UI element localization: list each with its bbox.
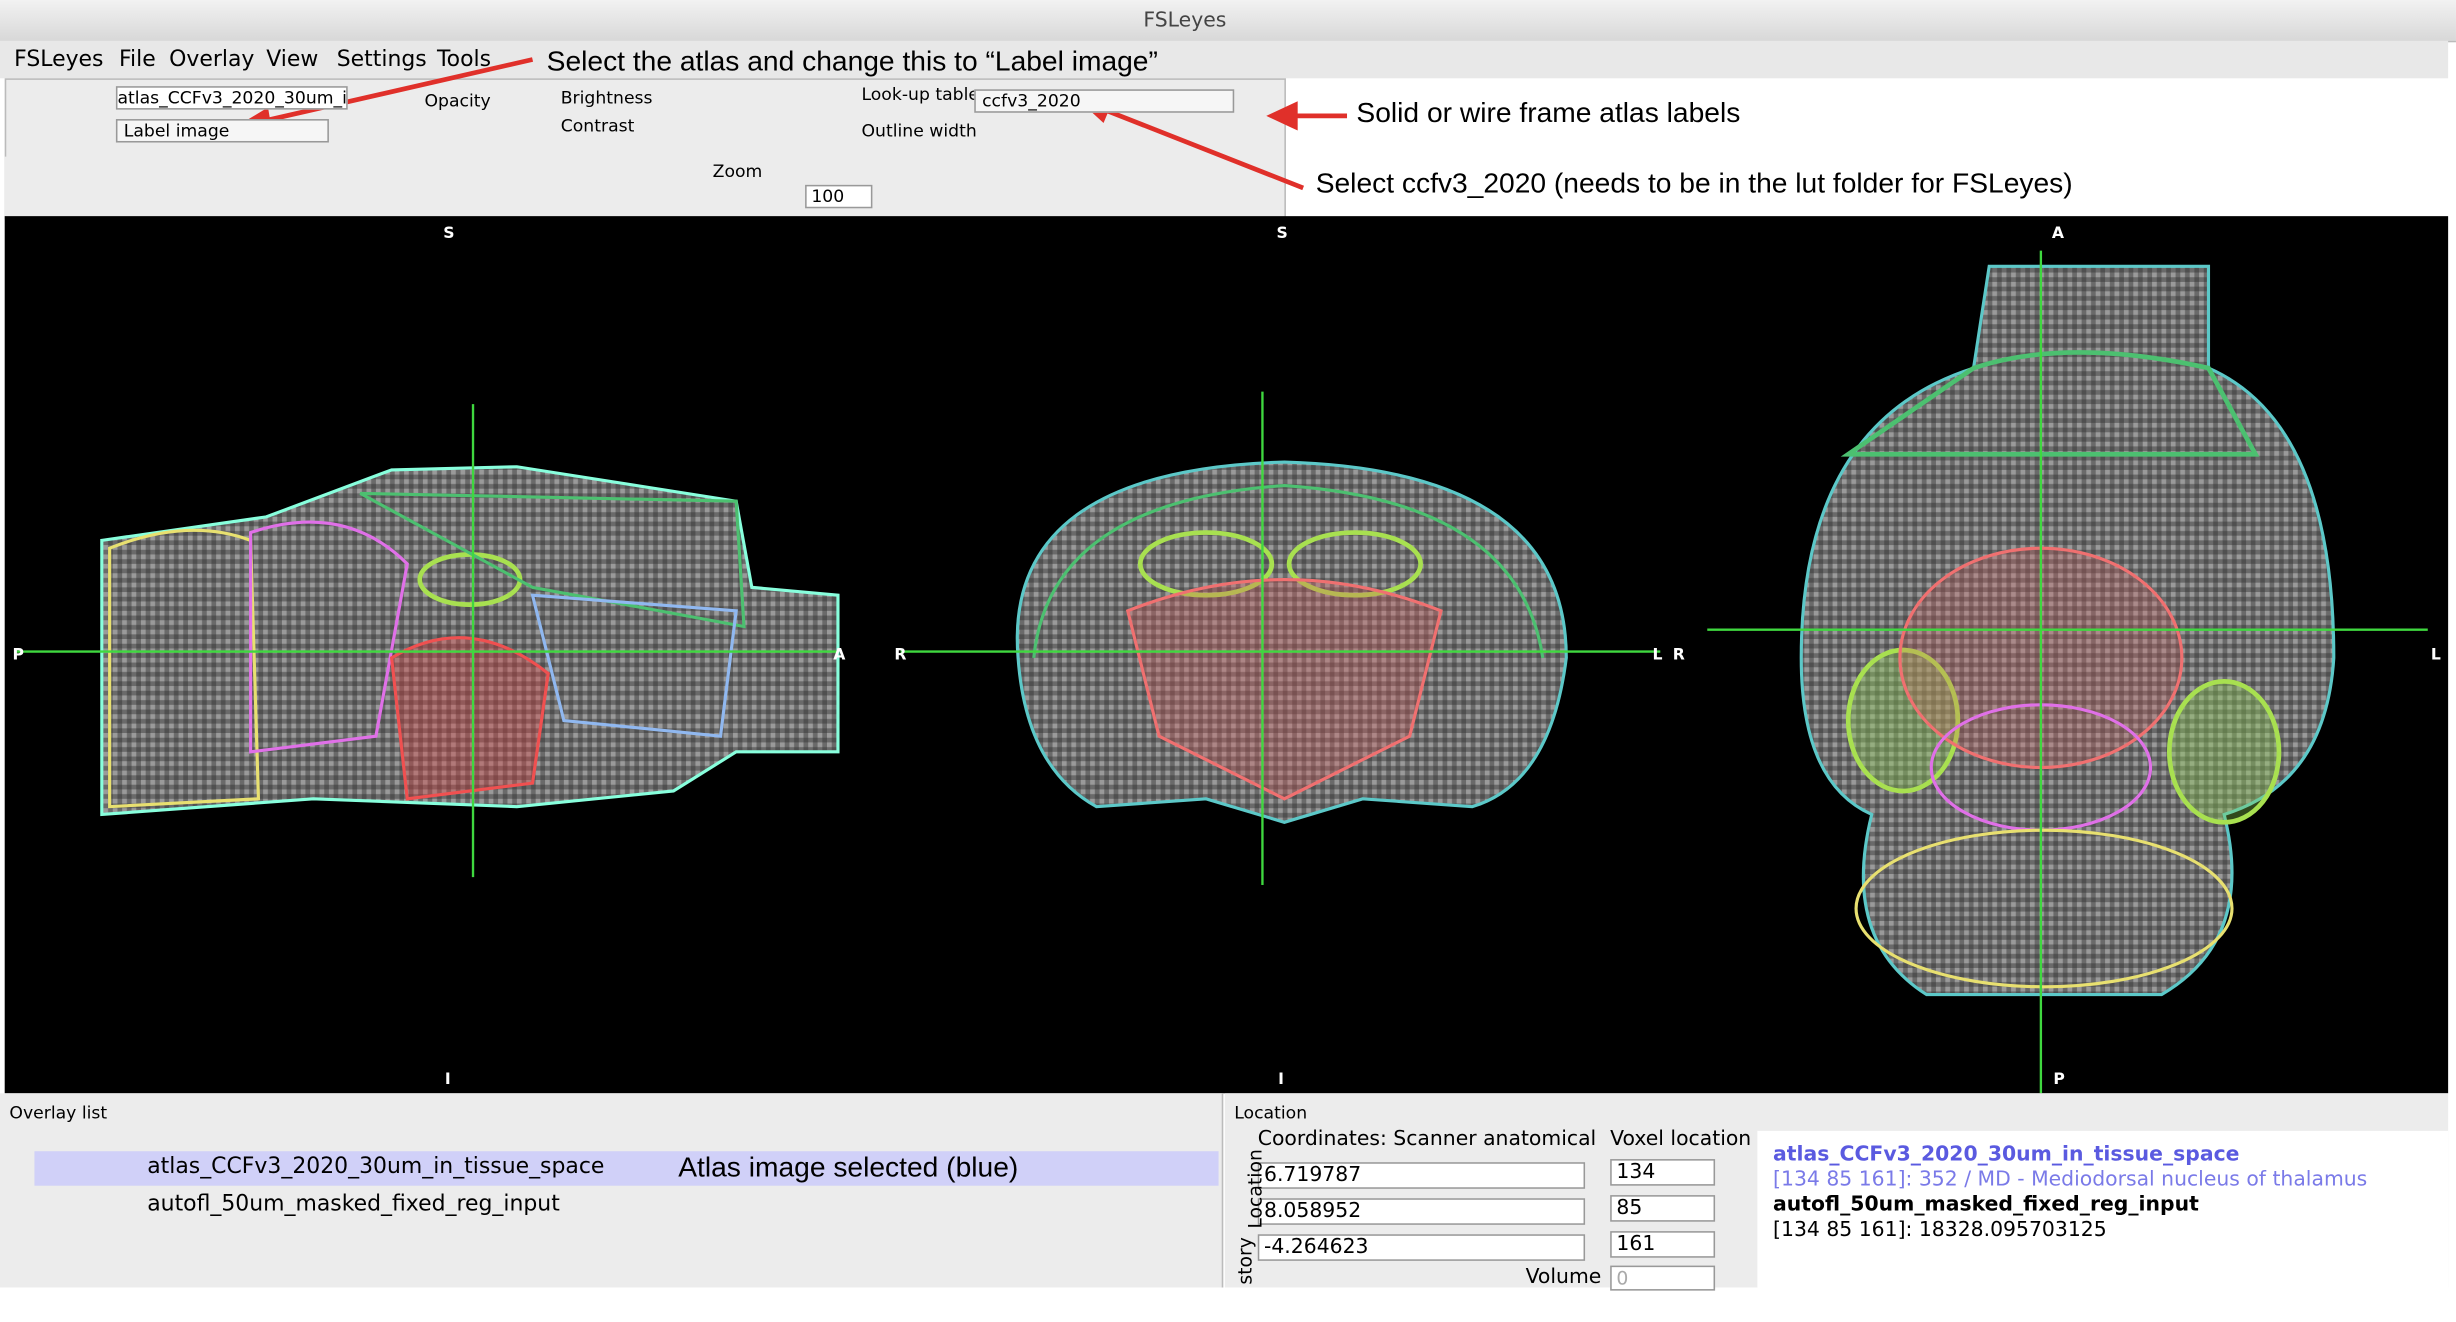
orientation-label: L: [2430, 646, 2441, 665]
orientation-label: A: [2051, 225, 2064, 243]
annotation: Select ccfv3_2020 (needs to be in the lu…: [1315, 167, 2073, 199]
coord-label: Coordinates: Scanner anatomical: [1257, 1127, 1597, 1152]
orientation-label: R: [894, 646, 907, 665]
menu-item[interactable]: View: [266, 46, 319, 73]
info-line: [134 85 161]: 18328.095703125: [1773, 1218, 2107, 1243]
volume-label: Volume: [1525, 1265, 1602, 1290]
display-type-dropdown[interactable]: Label image: [115, 119, 329, 143]
overlay-list-panel: [0, 1093, 1224, 1288]
panel-title: Location: [1234, 1102, 1308, 1124]
zoom-label: Zoom: [712, 161, 763, 182]
side-tab[interactable]: story: [1234, 1237, 1257, 1285]
orientation-label: R: [1672, 646, 1685, 665]
info-box: [1757, 1130, 2449, 1288]
outline-width-label: Outline width: [861, 120, 977, 141]
coord-input[interactable]: -4.264623: [1257, 1234, 1586, 1261]
annotation: Atlas image selected (blue): [678, 1151, 1019, 1183]
opacity-label: Opacity: [424, 90, 491, 112]
contrast-label: Contrast: [560, 115, 635, 137]
orientation-label: I: [444, 1071, 451, 1089]
orientation-label: A: [833, 646, 846, 665]
voxel-input[interactable]: 85: [1610, 1195, 1716, 1222]
voxel-input[interactable]: 161: [1610, 1231, 1716, 1258]
overlay-item[interactable]: atlas_CCFv3_2020_30um_in_tissue_space: [147, 1154, 605, 1180]
orientation-label: I: [1278, 1071, 1284, 1089]
menu-bar: [0, 40, 2449, 79]
orientation-label: S: [1276, 225, 1288, 243]
orientation-label: S: [443, 225, 455, 243]
brightness-label: Brightness: [560, 87, 653, 109]
menu-item[interactable]: File: [119, 46, 156, 73]
orientation-label: P: [12, 646, 25, 665]
side-tab[interactable]: Location: [1244, 1149, 1267, 1229]
annotation: Solid or wire frame atlas labels: [1356, 97, 1741, 129]
info-line: [134 85 161]: 352 / MD - Mediodorsal nuc…: [1773, 1168, 2368, 1192]
menu-item[interactable]: Tools: [436, 46, 492, 73]
menu-item[interactable]: Settings: [336, 46, 427, 73]
view-toolbar: [4, 156, 885, 217]
coord-input[interactable]: 6.719787: [1257, 1162, 1586, 1189]
annotation: Select the atlas and change this to “Lab…: [546, 45, 1158, 77]
panel-title: Overlay list: [9, 1102, 108, 1124]
menu-item[interactable]: FSLeyes: [14, 46, 104, 73]
menu-item[interactable]: Overlay: [169, 46, 255, 73]
orientation-label: P: [2053, 1071, 2065, 1089]
zoom-input[interactable]: 100: [805, 184, 873, 209]
lut-label: Look-up table: [861, 84, 980, 105]
lut-dropdown[interactable]: ccfv3_2020: [974, 89, 1235, 113]
sagittal-view: [100, 465, 840, 817]
overlay-item[interactable]: autofl_50um_masked_fixed_reg_input: [147, 1191, 560, 1218]
volume-input[interactable]: 0: [1610, 1265, 1716, 1291]
selected-row[interactable]: [34, 1151, 1219, 1186]
orientation-label: L: [1652, 646, 1663, 665]
voxel-input[interactable]: 134: [1610, 1159, 1716, 1186]
info-line: autofl_50um_masked_fixed_reg_input: [1773, 1193, 2199, 1218]
coord-input[interactable]: 8.058952: [1257, 1198, 1586, 1225]
overlay-choice[interactable]: atlas_CCFv3_2020_30um_in: [115, 86, 348, 110]
crosshairs: [15, 250, 2428, 1094]
coronal-view: [1015, 460, 1568, 824]
window-title: FSLeyes: [1143, 9, 1227, 33]
info-line: atlas_CCFv3_2020_30um_in_tissue_space: [1773, 1143, 2240, 1167]
voxel-label: Voxel location: [1610, 1127, 1752, 1152]
